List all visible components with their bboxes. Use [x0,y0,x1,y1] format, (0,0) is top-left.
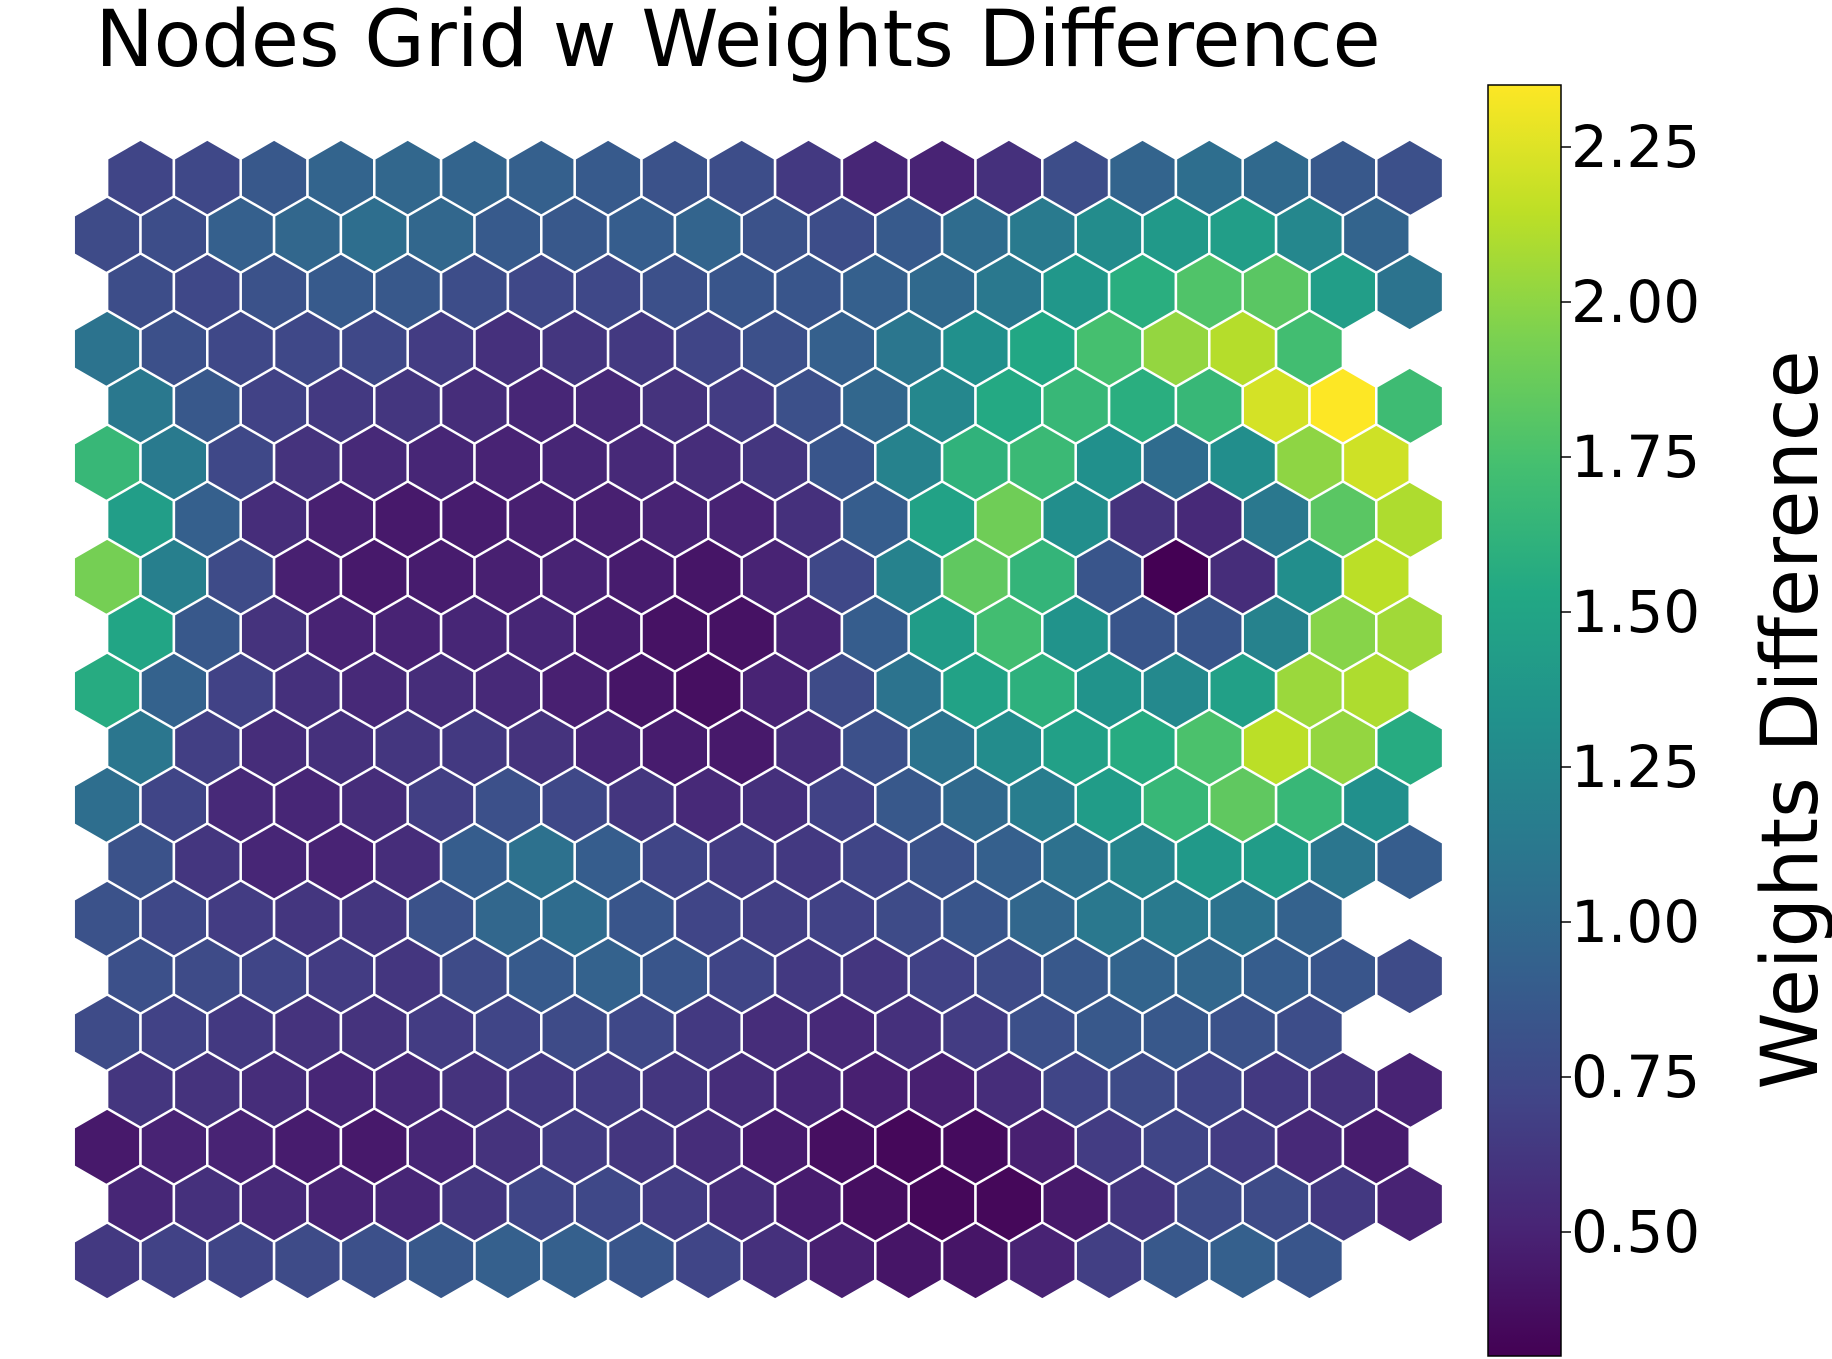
colorbar-tick-label: 0.50 [1571,1198,1700,1266]
colorbar-label: Weights Difference [1746,350,1832,1089]
colorbar-tick-label: 1.00 [1571,888,1700,956]
colorbar-tick-label: 1.75 [1571,423,1700,491]
hex-cell [1375,935,1445,1017]
colorbar-tick-label: 0.75 [1571,1043,1700,1111]
hex-cell [1375,1163,1445,1245]
colorbar-tick-label: 2.00 [1571,268,1700,336]
hex-cell [1375,821,1445,903]
chart-title: Nodes Grid w Weights Difference [95,0,1380,85]
hex-cell [1274,1220,1345,1302]
colorbar-tick-label: 1.25 [1571,733,1700,801]
hex-grid [72,137,1445,1302]
hex-cell [1375,251,1445,333]
colorbar: 0.50 0.75 1.00 1.25 1.50 1.75 2.00 2.25 Weights… [1487,84,1832,1357]
colorbar-tick-label: 1.50 [1571,578,1700,646]
colorbar-tick-label: 2.25 [1571,113,1700,181]
colorbar-gradient [1487,84,1562,1357]
colorbar-ticks: 0.50 0.75 1.00 1.25 1.50 1.75 2.00 2.25 [1561,113,1700,1266]
